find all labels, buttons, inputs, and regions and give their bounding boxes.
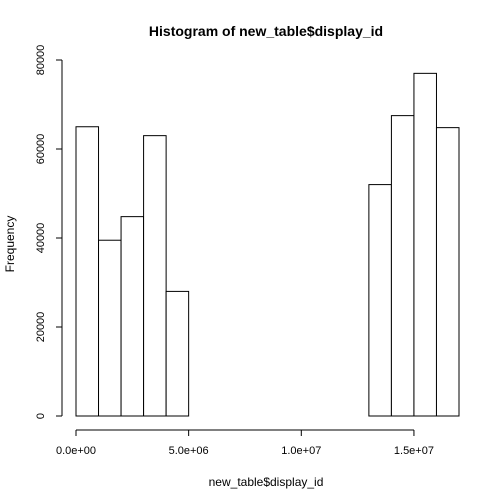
y-tick-label-0: 0: [35, 413, 47, 419]
histogram-bar-13: [368, 184, 392, 417]
histogram-bar-4: [165, 290, 190, 417]
histogram-bar-16: [435, 127, 460, 417]
x-axis: 0.0e+00 5.0e+06 1.0e+07 1.5e+07: [56, 429, 434, 457]
y-axis: 0 20000 40000 60000 80000: [35, 45, 63, 419]
histogram-bar-3: [143, 135, 167, 417]
x-tick-label-2: 1.0e+07: [281, 445, 321, 457]
x-tick-label-1: 5.0e+06: [169, 445, 209, 457]
histogram-bar-2: [120, 216, 145, 417]
chart-title: Histogram of new_table$display_id: [149, 23, 383, 39]
y-tick-label-1: 20000: [35, 312, 47, 343]
x-tick-label-3: 1.5e+07: [394, 445, 434, 457]
y-tick-label-3: 60000: [35, 134, 47, 165]
histogram-bar-15: [413, 72, 437, 417]
histogram-bar-14: [390, 115, 415, 417]
x-tick-label-0: 0.0e+00: [56, 445, 96, 457]
histogram-bar-1: [98, 239, 122, 417]
y-tick-label-2: 40000: [35, 223, 47, 254]
histogram-bar-0: [75, 126, 100, 417]
x-axis-label: new_table$display_id: [209, 475, 324, 489]
bars-group: [75, 72, 460, 417]
y-tick-label-4: 80000: [35, 45, 47, 76]
y-axis-label: Frequency: [3, 216, 17, 273]
